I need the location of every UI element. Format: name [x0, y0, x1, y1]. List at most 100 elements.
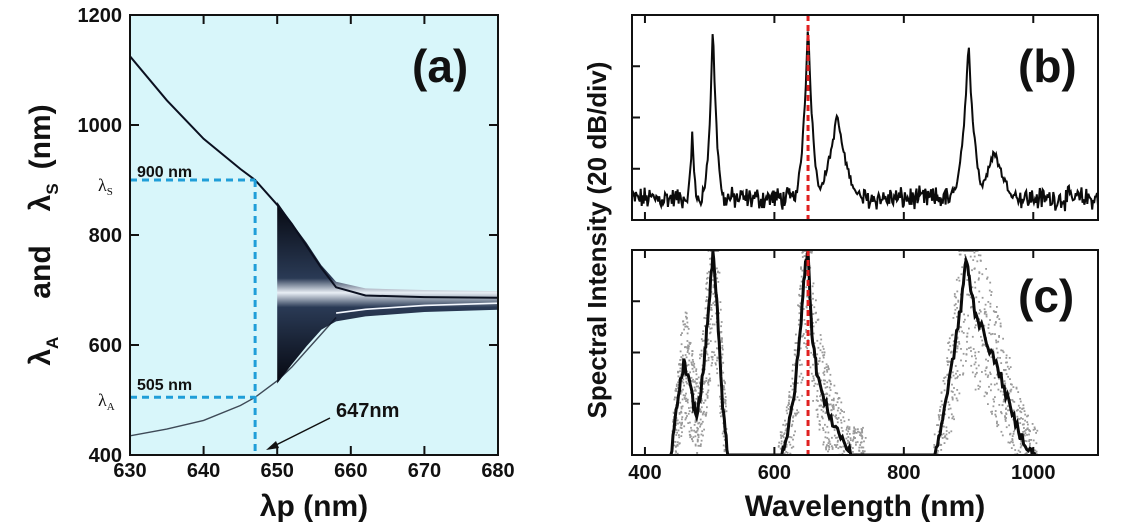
- ensemble-point: [992, 398, 995, 401]
- ensemble-point: [719, 301, 722, 303]
- ensemble-point: [809, 251, 812, 254]
- ensemble-point: [1028, 439, 1031, 441]
- ensemble-point: [985, 313, 988, 316]
- ensemble-point: [998, 335, 1000, 337]
- ensemble-point: [722, 444, 725, 447]
- ensemble-point: [842, 450, 845, 452]
- ensemble-point: [1019, 407, 1021, 409]
- ensemble-point: [820, 393, 822, 396]
- ensemble-point: [812, 325, 815, 328]
- ensemble-point: [691, 411, 693, 414]
- ensemble-point: [831, 436, 833, 439]
- ensemble-point: [970, 306, 972, 309]
- ensemble-point: [677, 370, 679, 373]
- ensemble-point: [941, 403, 944, 406]
- ensemble-point: [994, 410, 997, 412]
- ensemble-point: [990, 291, 993, 293]
- ensemble-point: [1026, 434, 1028, 436]
- ensemble-point: [721, 341, 723, 343]
- ensemble-point: [950, 430, 953, 433]
- ensemble-point: [952, 415, 955, 418]
- ensemble-point: [997, 314, 999, 317]
- ensemble-point: [835, 414, 837, 417]
- ensemble-point: [961, 330, 963, 333]
- ensemble-point: [788, 441, 791, 444]
- ensemble-point: [685, 356, 688, 359]
- ensemble-point: [1032, 428, 1035, 431]
- ensemble-point: [812, 363, 814, 366]
- ensemble-point: [819, 404, 822, 407]
- ensemble-point: [954, 377, 957, 380]
- ensemble-point: [977, 364, 980, 367]
- ensemble-point: [690, 376, 693, 379]
- ensemble-point: [720, 321, 723, 323]
- ensemble-point: [990, 411, 993, 413]
- ensemble-point: [978, 301, 980, 303]
- ensemble-point: [956, 389, 959, 391]
- ensemble-point: [976, 371, 978, 374]
- ensemble-point: [714, 295, 716, 298]
- ensemble-point: [780, 434, 782, 437]
- ensemble-point: [947, 408, 950, 411]
- ensemble-point: [838, 397, 841, 400]
- ensemble-point: [695, 402, 698, 405]
- ensemble-point: [974, 281, 976, 284]
- ensemble-point: [705, 411, 708, 414]
- ensemble-point: [678, 412, 681, 414]
- ensemble-point: [943, 382, 946, 385]
- ensemble-point: [836, 392, 839, 395]
- ensemble-point: [672, 420, 674, 423]
- ensemble-point: [834, 392, 837, 394]
- ensemble-point: [952, 340, 955, 343]
- ensemble-point: [981, 371, 983, 373]
- ensemble-point: [822, 354, 824, 357]
- ensemble-point: [716, 267, 718, 270]
- ensemble-point: [680, 427, 683, 429]
- x-tick-label: 660: [334, 460, 367, 482]
- ensemble-point: [816, 339, 819, 342]
- ensemble-point: [1010, 388, 1013, 391]
- ensemble-point: [1005, 387, 1008, 390]
- ensemble-point: [1003, 369, 1006, 372]
- ensemble-point: [685, 317, 688, 320]
- ensemble-point: [678, 434, 680, 436]
- ensemble-point: [790, 446, 793, 449]
- ensemble-point: [790, 396, 793, 399]
- ensemble-point: [847, 436, 850, 438]
- ensemble-point: [812, 292, 814, 295]
- ensemble-point: [836, 418, 839, 420]
- ensemble-point: [947, 360, 950, 363]
- ensemble-point: [841, 410, 843, 412]
- ensemble-point: [946, 438, 949, 440]
- ensemble-point: [847, 430, 850, 433]
- ensemble-point: [705, 352, 708, 355]
- ensemble-point: [951, 371, 954, 374]
- ensemble-point: [820, 409, 823, 411]
- ensemble-point: [680, 343, 683, 346]
- ensemble-point: [690, 406, 692, 409]
- ensemble-point: [818, 420, 821, 422]
- ensemble-point: [673, 412, 675, 415]
- ensemble-point: [974, 373, 977, 376]
- ensemble-point: [691, 367, 694, 370]
- ensemble-point: [829, 373, 832, 376]
- ensemble-point: [797, 323, 800, 326]
- ensemble-point: [1023, 434, 1026, 437]
- ensemble-point: [988, 289, 991, 292]
- ensemble-point: [816, 416, 819, 418]
- ensemble-point: [680, 334, 682, 336]
- ensemble-point: [712, 293, 715, 295]
- ensemble-point: [699, 357, 701, 360]
- ensemble-point: [700, 338, 703, 340]
- ensemble-point: [696, 452, 698, 454]
- ensemble-point: [947, 342, 949, 344]
- ensemble-point: [975, 367, 978, 370]
- ensemble-point: [799, 302, 802, 305]
- ensemble-point: [851, 439, 854, 442]
- ensemble-point: [785, 406, 788, 409]
- ensemble-point: [1000, 412, 1003, 415]
- ensemble-point: [674, 441, 677, 443]
- ensemble-point: [861, 429, 863, 432]
- ensemble-point: [826, 444, 828, 446]
- ensemble-point: [831, 405, 834, 407]
